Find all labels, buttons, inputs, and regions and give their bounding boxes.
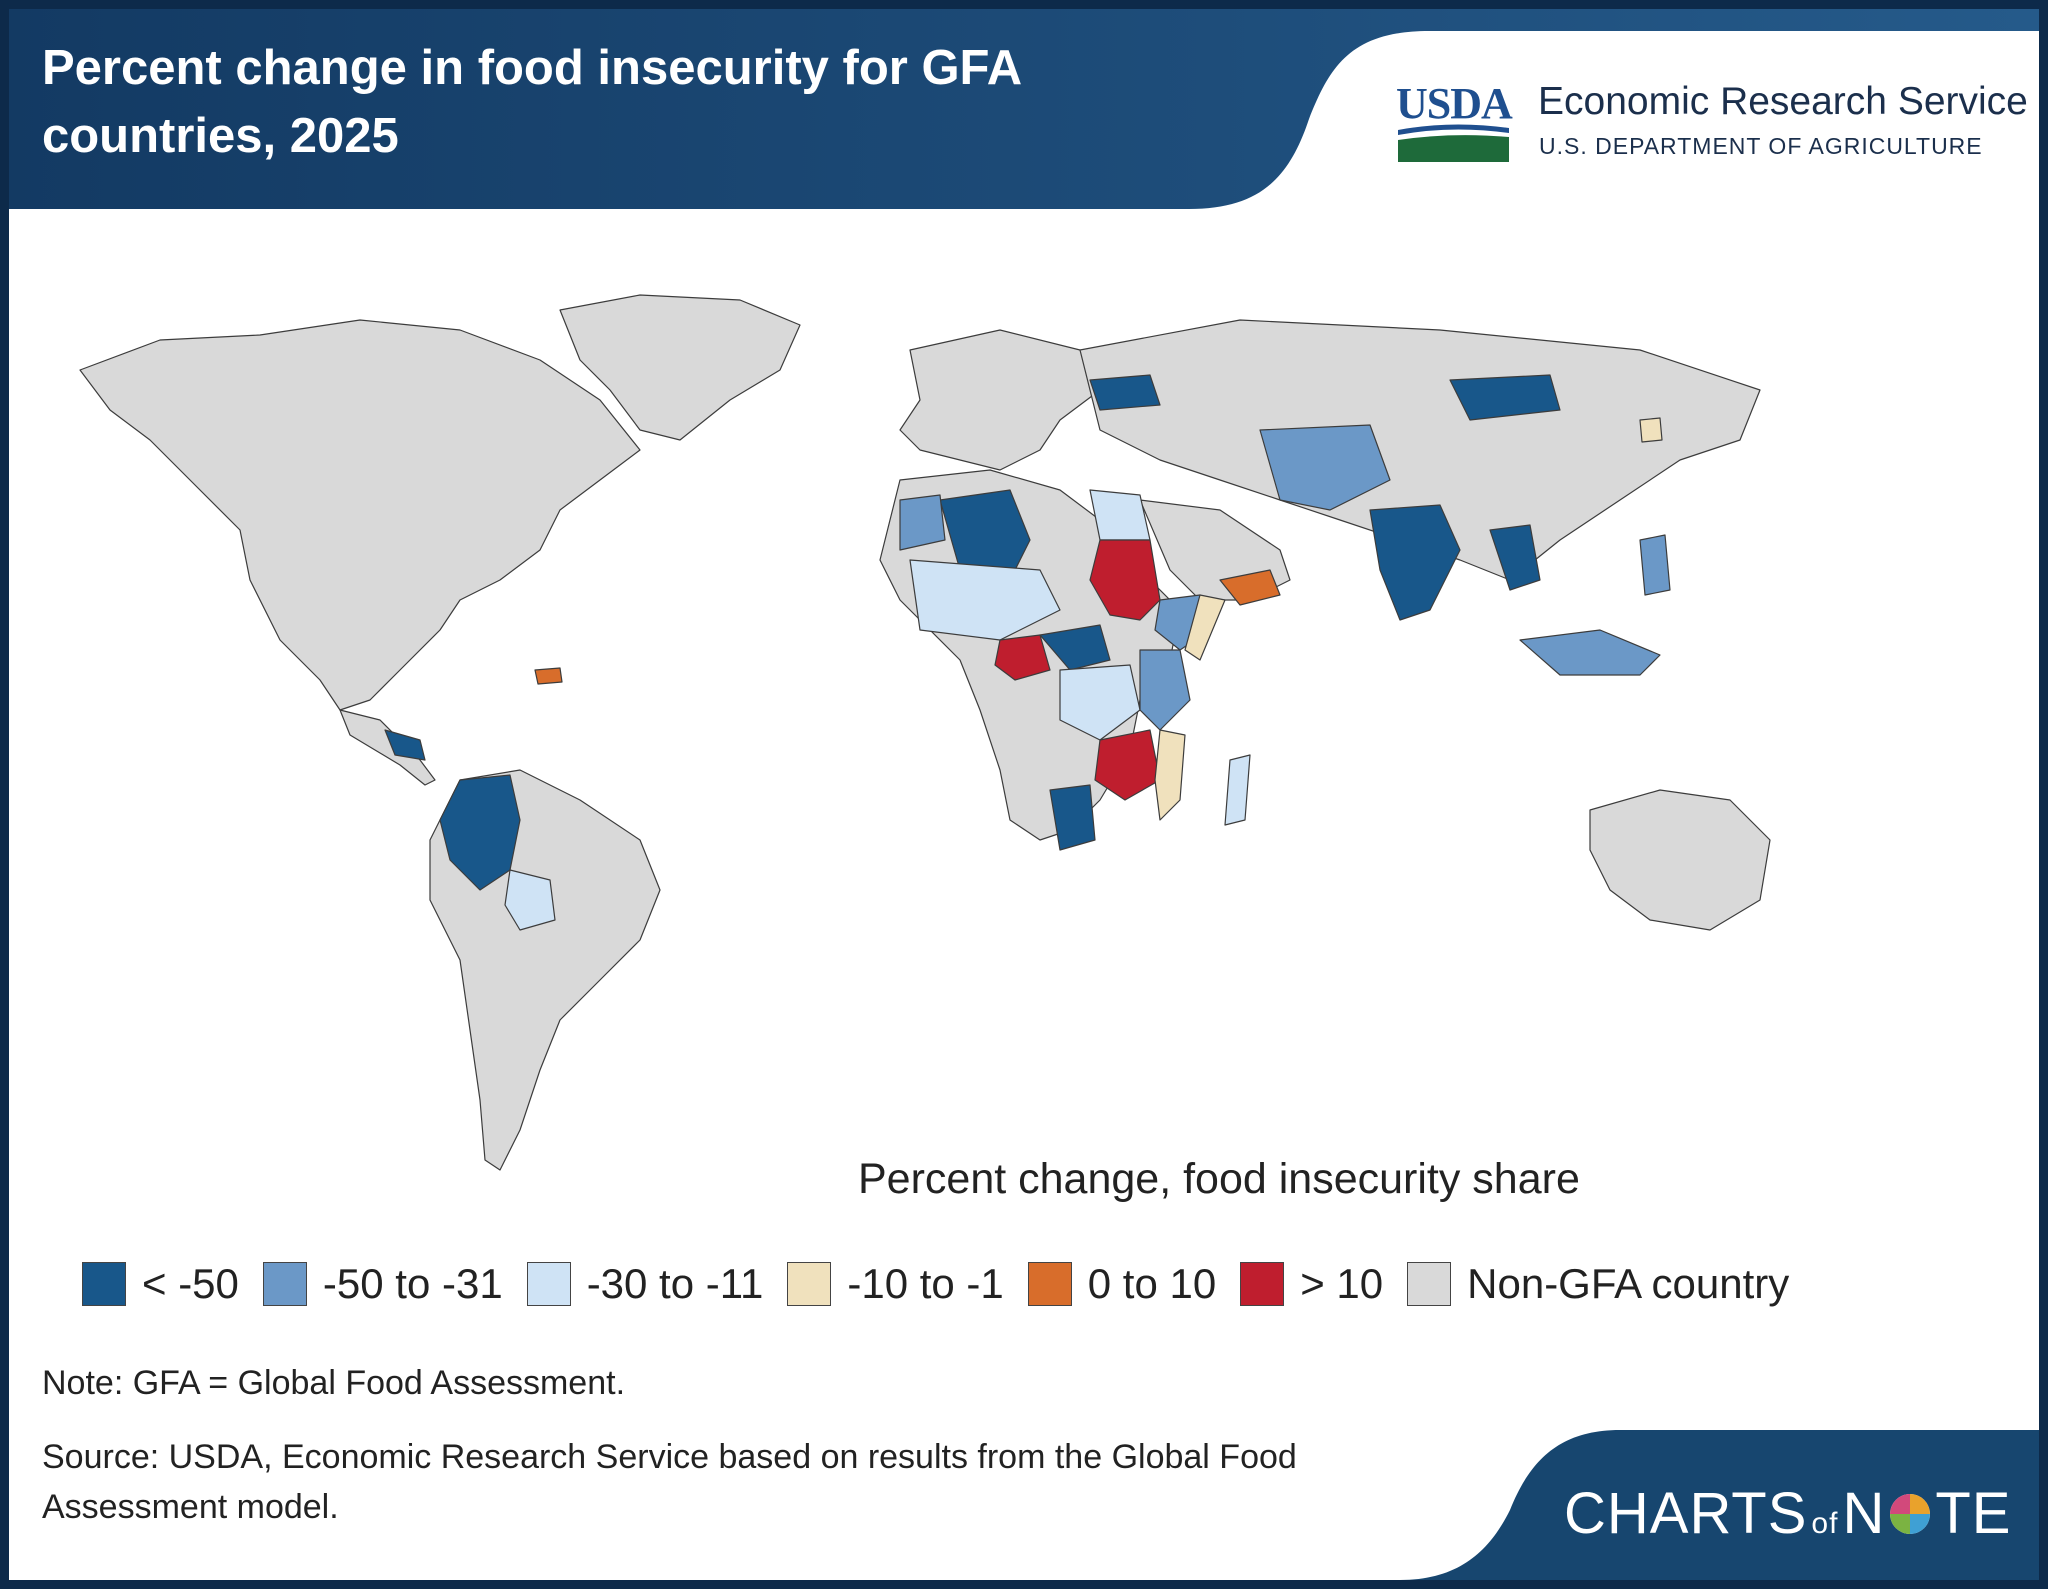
country-mongolia (1449, 374, 1561, 421)
usda-wordmark: USDA (1396, 79, 1513, 128)
country-namibia (1049, 784, 1096, 851)
pie-chart-icon (1890, 1493, 1931, 1534)
country-indochina (1489, 524, 1541, 591)
country-guatemala-honduras (384, 729, 426, 761)
note-text: Note: GFA = Global Food Assessment. (42, 1364, 626, 1402)
country-haiti (534, 667, 563, 685)
country-ukraine (1089, 374, 1161, 411)
country-drc (1059, 664, 1141, 741)
country-mali-niger (909, 559, 1061, 641)
legend-swatch (1407, 1262, 1452, 1306)
central-america (339, 709, 436, 786)
legend-swatch (526, 1262, 571, 1306)
country-indonesia (1519, 629, 1661, 676)
world-map (79, 294, 1771, 1171)
legend-item-lt-50: < -50 (82, 1260, 239, 1308)
country-egypt (1089, 489, 1151, 541)
country-car-cameroon (1039, 624, 1111, 671)
legend-item-non-gfa: Non-GFA country (1407, 1260, 1789, 1308)
legend-item-50-to-31: -50 to -31 (262, 1260, 503, 1308)
country-zambia-zimbabwe (1094, 729, 1161, 801)
country-morocco (899, 494, 946, 551)
charts-of-note-logo: CHARTS of N TE (1564, 1480, 2011, 1547)
legend-label: 0 to 10 (1087, 1260, 1217, 1307)
legend-label: Non-GFA country (1467, 1260, 1790, 1307)
legend-item-0-to-10: 0 to 10 (1027, 1260, 1217, 1308)
legend-label: < -50 (142, 1260, 239, 1307)
legend-label: -50 to -31 (322, 1260, 503, 1307)
country-peru-colombia (439, 774, 521, 891)
legend: < -50 -50 to -31 -30 to -11 -10 to -1 0 … (82, 1258, 1813, 1310)
country-somalia (1184, 594, 1226, 661)
australia (1589, 789, 1771, 931)
legend-swatch (1027, 1262, 1072, 1306)
legend-label: -10 to -1 (847, 1260, 1004, 1307)
country-madagascar (1224, 754, 1251, 826)
greenland (559, 294, 801, 441)
country-north-korea (1639, 417, 1663, 443)
country-india (1369, 504, 1461, 621)
country-philippines (1639, 534, 1671, 596)
europe (899, 329, 1101, 471)
country-mozambique (1154, 729, 1186, 821)
legend-item-30-to-11: -30 to -11 (526, 1260, 764, 1308)
charts-of-note-word2: of (1811, 1507, 1839, 1540)
country-kenya-tanzania (1139, 649, 1191, 731)
department-name: U.S. DEPARTMENT OF AGRICULTURE (1539, 133, 1983, 159)
usda-ers-logo: USDA Economic Research Service U.S. DEPA… (1396, 78, 2028, 168)
legend-swatch (262, 1262, 307, 1306)
footer-band (1400, 1430, 2039, 1580)
legend-item-10-to-1: -10 to -1 (787, 1260, 1004, 1308)
usda-field-icon (1398, 124, 1509, 162)
country-nigeria (994, 634, 1051, 681)
usda-logo-mark: USDA (1396, 78, 1513, 162)
country-algeria (939, 489, 1031, 581)
legend-swatch (82, 1262, 126, 1306)
country-sudan-south-sudan (1089, 539, 1161, 621)
legend-label: > 10 (1300, 1260, 1384, 1307)
country-yemen (1219, 569, 1281, 606)
legend-item-gt-10: > 10 (1240, 1260, 1383, 1308)
agency-name: Economic Research Service (1538, 80, 2028, 123)
legend-title: Percent change, food insecurity share (858, 1155, 1580, 1203)
legend-swatch (787, 1262, 832, 1306)
charts-of-note-word3-te: TE (1935, 1481, 2012, 1546)
country-bolivia (504, 869, 556, 931)
chart-title: Percent change in food insecurity for GF… (42, 41, 1021, 163)
legend-label: -30 to -11 (586, 1260, 764, 1307)
charts-of-note-word3-n: N (1842, 1481, 1886, 1546)
north-america (79, 319, 641, 711)
legend-swatch (1240, 1262, 1285, 1306)
charts-of-note-word1: CHARTS (1564, 1481, 1808, 1546)
header-band (9, 9, 2039, 209)
country-central-asia (1259, 424, 1391, 511)
source-text: Source: USDA, Economic Research Service … (42, 1438, 1297, 1526)
